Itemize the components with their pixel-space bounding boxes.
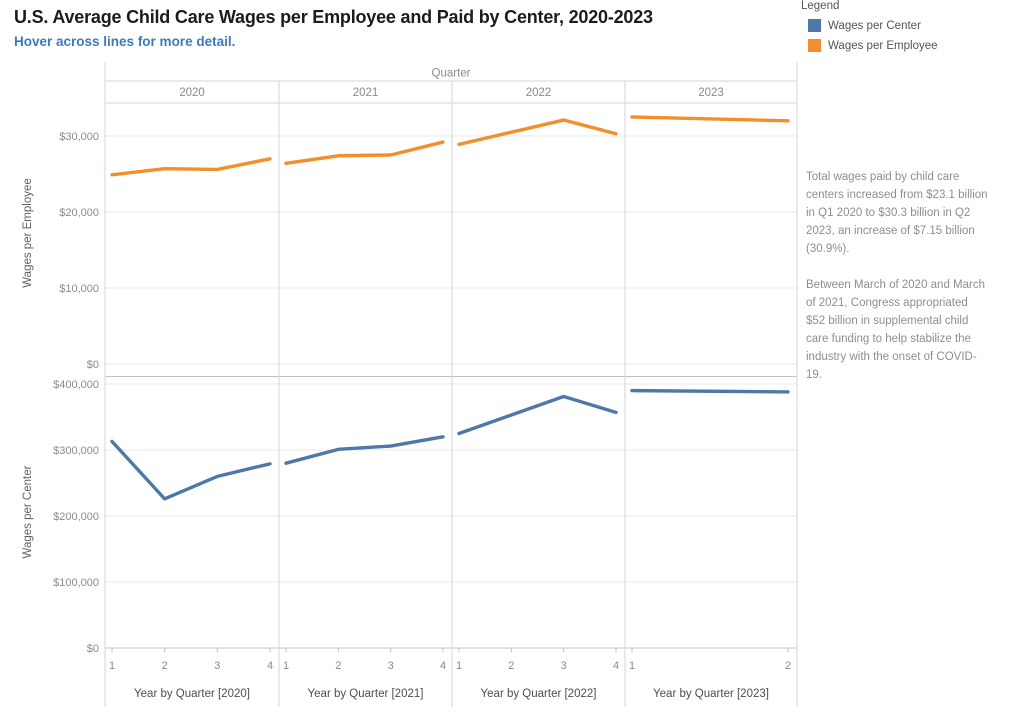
y-tick-label: $0 <box>87 359 99 371</box>
line-2023-wages-per-employee[interactable] <box>630 115 790 123</box>
quarter-tick-label: 1 <box>109 660 115 672</box>
x-axis-title-2023: Year by Quarter [2023] <box>653 688 769 700</box>
quarter-tick-label: 3 <box>561 660 567 672</box>
line-2021-wages-per-center[interactable] <box>284 435 445 465</box>
line-2021-wages-per-employee[interactable] <box>284 140 445 166</box>
annotation-paragraph-1: Total wages paid by child care centers i… <box>806 171 988 255</box>
legend: Legend Wages per Center Wages per Employ… <box>801 0 1006 59</box>
quarter-tick-label: 4 <box>267 660 273 672</box>
legend-item-wages-per-center[interactable]: Wages per Center <box>808 19 1006 32</box>
quarter-tick-label: 2 <box>335 660 341 672</box>
quarter-tick-label: 2 <box>785 660 791 672</box>
y-tick-label: $400,000 <box>53 379 99 391</box>
column-header-quarter: Quarter <box>432 68 471 80</box>
y-tick-label: $30,000 <box>59 131 99 143</box>
page-subtitle: Hover across lines for more detail. <box>14 34 236 49</box>
quarter-tick-label: 4 <box>613 660 619 672</box>
quarter-tick-label: 1 <box>456 660 462 672</box>
line-2020-wages-per-employee[interactable] <box>110 157 272 177</box>
legend-label-wages-per-employee: Wages per Employee <box>828 39 938 52</box>
x-axis-title-2022: Year by Quarter [2022] <box>481 688 597 700</box>
y-tick-label: $0 <box>87 643 99 655</box>
year-header-2022: 2022 <box>526 87 552 99</box>
quarter-tick-label: 3 <box>388 660 394 672</box>
y-tick-label: $10,000 <box>59 283 99 295</box>
quarter-tick-label: 3 <box>214 660 220 672</box>
y-axis-title-wages-per-center: Wages per Center <box>22 465 34 558</box>
legend-swatch-wages-per-center <box>808 19 821 32</box>
y-tick-label: $100,000 <box>53 577 99 589</box>
year-header-2021: 2021 <box>353 87 379 99</box>
quarter-tick-label: 2 <box>508 660 514 672</box>
line-2022-wages-per-employee[interactable] <box>457 118 618 147</box>
x-axis-title-2020: Year by Quarter [2020] <box>134 688 250 700</box>
line-2022-wages-per-center[interactable] <box>457 394 618 436</box>
quarter-tick-label: 1 <box>283 660 289 672</box>
legend-swatch-wages-per-employee <box>808 39 821 52</box>
quarter-tick-label: 1 <box>629 660 635 672</box>
line-2023-wages-per-center[interactable] <box>630 388 790 394</box>
annotation-text: Total wages paid by child care centers i… <box>806 168 990 384</box>
year-header-2020: 2020 <box>179 87 205 99</box>
x-axis-title-2021: Year by Quarter [2021] <box>308 688 424 700</box>
y-tick-label: $200,000 <box>53 511 99 523</box>
page-title: U.S. Average Child Care Wages per Employ… <box>14 7 653 27</box>
quarter-tick-label: 2 <box>162 660 168 672</box>
annotation-paragraph-2: Between March of 2020 and March of 2021,… <box>806 279 985 381</box>
quarter-tick-label: 4 <box>440 660 446 672</box>
y-tick-label: $300,000 <box>53 445 99 457</box>
y-axis-title-wages-per-employee: Wages per Employee <box>22 178 34 288</box>
legend-label-wages-per-center: Wages per Center <box>828 19 921 32</box>
y-tick-label: $20,000 <box>59 207 99 219</box>
line-2020-wages-per-center[interactable] <box>110 439 272 501</box>
legend-item-wages-per-employee[interactable]: Wages per Employee <box>808 39 1006 52</box>
year-header-2023: 2023 <box>698 87 724 99</box>
legend-title: Legend <box>801 0 840 12</box>
